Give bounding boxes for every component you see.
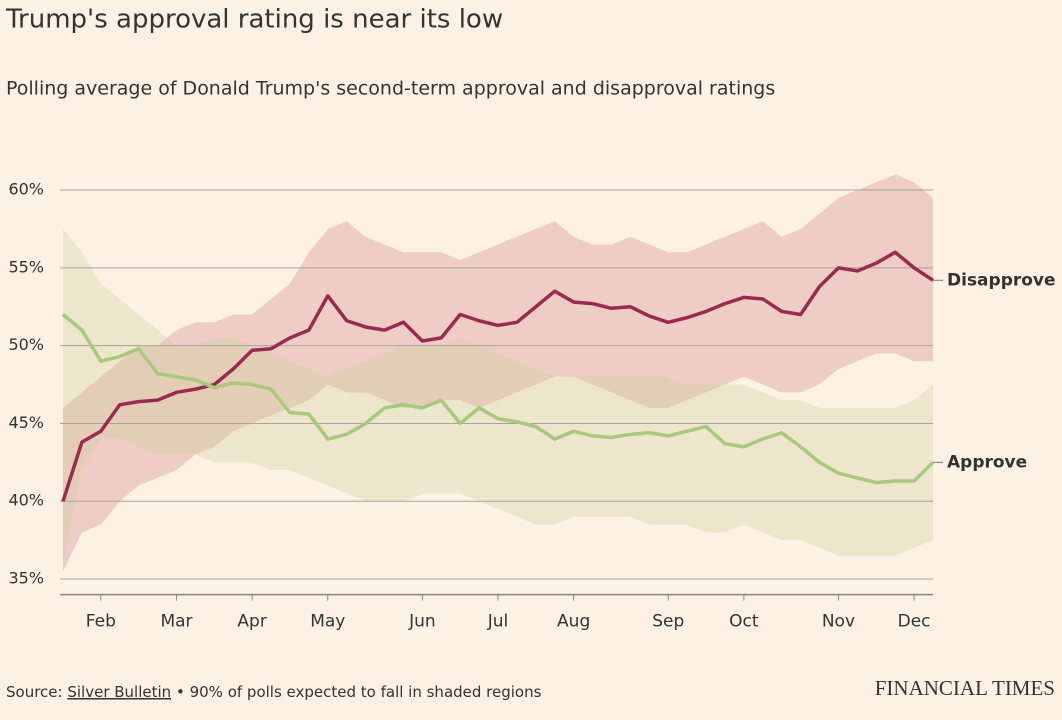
x-tick-label: Dec: [898, 612, 931, 632]
x-tick-label: Apr: [237, 612, 266, 632]
line: [61, 313, 935, 485]
band: [63, 174, 933, 572]
y-tick-label: 45%: [8, 413, 44, 432]
y-tick-label: 50%: [8, 335, 44, 354]
y-tick-label: 35%: [8, 569, 44, 588]
series-label: Disapprove: [947, 270, 1056, 290]
source-label: Source:: [6, 683, 63, 701]
x-tick-label: Jul: [487, 612, 509, 632]
x-tick-label: May: [310, 612, 345, 632]
chart-title: Trump's approval rating is near its low: [5, 5, 503, 35]
y-tick-label: 55%: [8, 257, 44, 276]
chart-subtitle: Polling average of Donald Trump's second…: [6, 78, 775, 100]
brand: FINANCIAL TIMES: [875, 676, 1055, 700]
band: [63, 228, 933, 564]
x-tick-label: Nov: [822, 612, 855, 632]
note: • 90% of polls expected to fall in shade…: [176, 683, 542, 701]
x-tick-label: Oct: [729, 612, 759, 632]
y-tick-label: 60%: [8, 180, 44, 199]
source-link[interactable]: Silver Bulletin: [67, 683, 171, 701]
x-tick-label: Jun: [408, 612, 436, 632]
x-tick-label: Feb: [86, 612, 116, 632]
x-tick-label: Mar: [160, 612, 192, 632]
source: Source: Silver Bulletin • 90% of polls e…: [6, 683, 542, 701]
x-tick-label: Aug: [557, 612, 590, 632]
series-label: Approve: [947, 452, 1027, 472]
y-tick-label: 40%: [8, 491, 44, 510]
x-tick-label: Sep: [652, 612, 684, 632]
